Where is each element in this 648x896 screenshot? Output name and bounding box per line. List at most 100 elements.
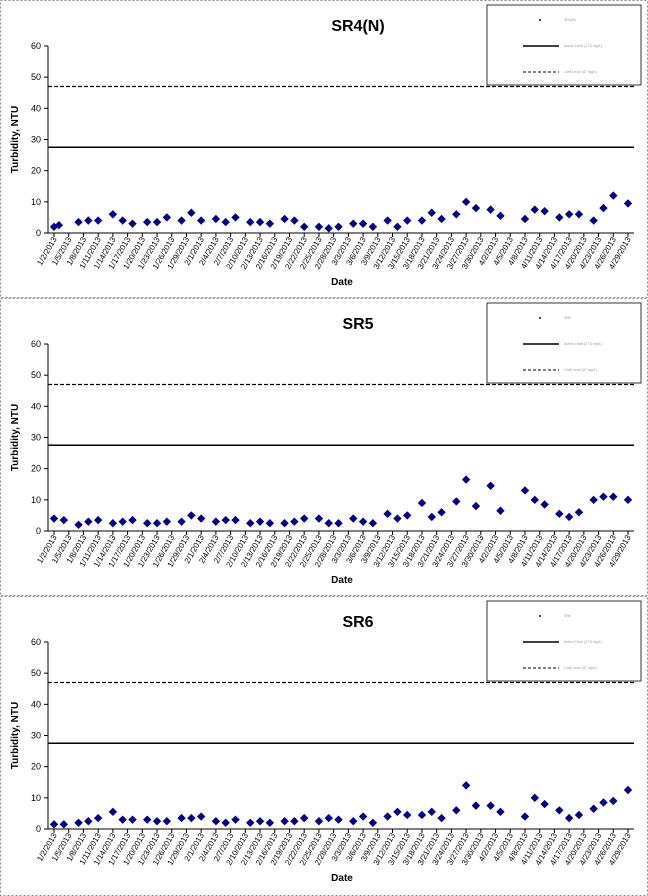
data-point	[84, 216, 93, 225]
data-point	[393, 514, 402, 523]
data-point	[383, 216, 392, 225]
data-point	[609, 191, 618, 200]
y-tick-label: 50	[31, 370, 41, 380]
data-point	[108, 210, 118, 219]
data-point	[437, 508, 446, 517]
data-point	[221, 818, 230, 827]
data-point	[300, 813, 309, 823]
data-point	[564, 512, 574, 522]
data-point	[623, 199, 633, 208]
data-point	[496, 506, 505, 515]
data-point	[128, 815, 137, 824]
data-point	[461, 197, 471, 207]
legend-entry: Limit Level (47 mg/L)	[564, 70, 597, 74]
data-point	[49, 820, 59, 829]
data-point	[368, 519, 378, 528]
y-tick-label: 0	[36, 526, 41, 536]
y-tick-label: 0	[36, 228, 41, 238]
data-point	[530, 205, 539, 214]
data-point	[555, 509, 564, 519]
data-point	[74, 217, 83, 227]
data-point	[589, 804, 598, 813]
data-point	[246, 519, 255, 528]
data-point	[143, 815, 152, 824]
data-point	[358, 517, 368, 526]
data-point	[403, 810, 412, 820]
data-point	[54, 221, 64, 230]
data-point	[403, 216, 412, 225]
data-point	[118, 216, 127, 225]
data-point	[334, 815, 343, 824]
legend-entry: Action Level (27.5 mg/L)	[564, 342, 602, 346]
data-point	[108, 519, 118, 528]
data-point	[427, 208, 436, 217]
data-point	[452, 497, 461, 506]
data-point	[623, 785, 633, 795]
legend-entry: SR4(N)	[564, 18, 576, 22]
data-point	[314, 817, 324, 826]
y-tick-label: 20	[31, 464, 41, 474]
data-point	[255, 817, 265, 826]
data-point	[540, 206, 549, 216]
legend	[486, 302, 642, 384]
data-point	[427, 807, 436, 817]
y-tick-label: 20	[31, 762, 41, 772]
data-point	[452, 210, 461, 219]
data-point	[589, 495, 598, 505]
legend-entry: SR6	[564, 614, 571, 618]
data-point	[255, 217, 265, 227]
data-point	[300, 222, 309, 231]
data-point	[334, 519, 343, 528]
data-point	[143, 217, 152, 227]
data-point	[93, 515, 103, 525]
data-point	[383, 812, 392, 821]
data-point	[74, 520, 83, 529]
data-point	[486, 205, 495, 214]
data-point	[143, 519, 152, 528]
y-tick-label: 10	[31, 197, 41, 207]
data-point	[609, 492, 618, 501]
data-point	[555, 806, 564, 815]
data-point	[496, 807, 505, 817]
data-point	[520, 214, 530, 224]
data-point	[471, 501, 481, 511]
data-point	[324, 224, 333, 233]
data-point	[403, 511, 412, 520]
data-point	[231, 815, 240, 824]
data-point	[574, 810, 584, 820]
data-point	[417, 216, 427, 225]
x-axis-label: Date	[331, 277, 353, 288]
y-tick-label: 60	[31, 41, 41, 51]
data-point	[59, 820, 69, 829]
data-point	[486, 801, 495, 810]
data-point	[599, 492, 608, 501]
data-point	[93, 813, 103, 823]
legend-marker	[539, 19, 541, 21]
data-point	[290, 817, 299, 826]
data-point	[314, 222, 324, 231]
data-point	[74, 818, 83, 827]
y-tick-label: 60	[31, 637, 41, 647]
data-point	[280, 214, 289, 224]
data-point	[393, 222, 402, 231]
data-point	[393, 807, 402, 817]
data-point	[486, 481, 495, 491]
data-point	[231, 213, 240, 222]
data-point	[162, 517, 172, 526]
data-point	[368, 818, 378, 827]
data-point	[265, 818, 275, 827]
data-point	[162, 817, 172, 826]
legend-entry: SR5	[564, 316, 571, 320]
data-point	[187, 208, 196, 217]
chart-panel-sr5: SR5 Turbidity, NTU Date 0 10 20 30 40 50 60 1/2/20…	[0, 298, 648, 596]
data-point	[334, 222, 343, 231]
y-tick-label: 40	[31, 103, 41, 113]
data-point	[589, 216, 598, 225]
y-tick-label: 10	[31, 495, 41, 505]
data-point	[417, 810, 427, 820]
data-point	[196, 812, 206, 821]
y-axis-label: Turbidity, NTU	[10, 702, 21, 769]
data-point	[300, 514, 309, 523]
data-point	[461, 781, 471, 790]
